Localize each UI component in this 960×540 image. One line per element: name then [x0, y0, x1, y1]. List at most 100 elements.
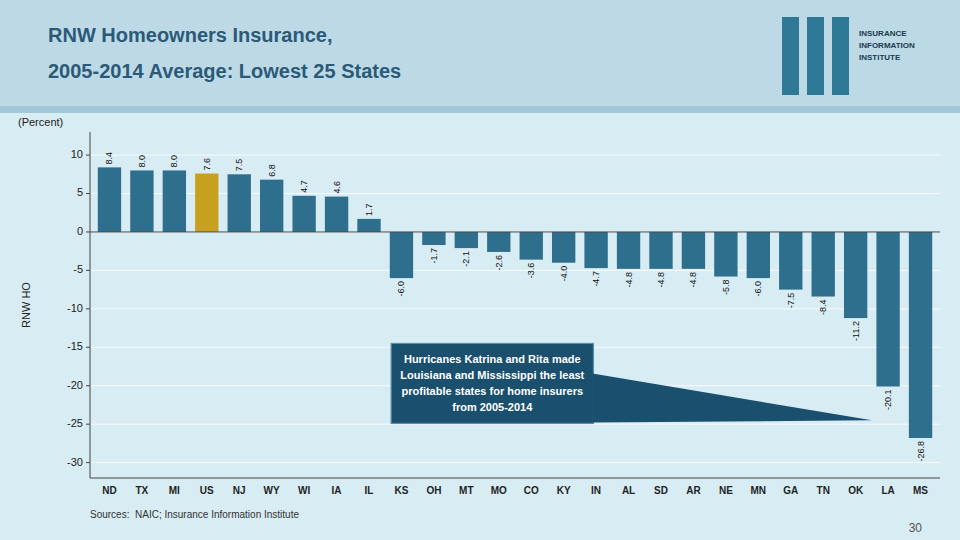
- y-tick-label: -25: [67, 417, 83, 429]
- y-tick-label: -5: [73, 263, 83, 275]
- bar: [422, 232, 445, 245]
- data-label: 1.7: [364, 203, 374, 216]
- grid-line: [90, 462, 940, 463]
- x-tick-label: OH: [426, 485, 441, 496]
- data-label: -6.0: [753, 281, 763, 297]
- x-tick-label: US: [200, 485, 214, 496]
- bar: [812, 232, 835, 297]
- data-label: -2.1: [461, 251, 471, 267]
- x-tick-label: MT: [459, 485, 473, 496]
- y-tick: [86, 424, 90, 425]
- logo-bar: [807, 17, 824, 95]
- data-label: 8.0: [137, 155, 147, 168]
- y-tick-label: -15: [67, 340, 83, 352]
- bar: [325, 197, 348, 232]
- x-tick-label: NJ: [233, 485, 246, 496]
- y-tick-label: -10: [67, 302, 83, 314]
- bar: [779, 232, 802, 290]
- x-tick-label: TN: [817, 485, 830, 496]
- x-tick-label: CO: [524, 485, 539, 496]
- unit-label: (Percent): [18, 116, 63, 128]
- x-tick-label: AR: [686, 485, 701, 496]
- y-tick-label: -30: [67, 456, 83, 468]
- data-label: -7.5: [786, 293, 796, 309]
- data-label: -8.4: [818, 300, 828, 316]
- data-label: 4.7: [299, 180, 309, 193]
- y-tick: [86, 385, 90, 386]
- data-label: 7.6: [202, 158, 212, 171]
- bars: [98, 167, 932, 438]
- y-tick-label: 0: [77, 225, 83, 237]
- x-tick-label: NE: [719, 485, 733, 496]
- logo-line: INSTITUTE: [859, 53, 901, 62]
- bar: [292, 196, 315, 232]
- bar: [552, 232, 575, 263]
- x-tick-label: ND: [102, 485, 116, 496]
- data-label: -26.8: [916, 441, 926, 462]
- x-tick-label: MS: [913, 485, 928, 496]
- callout-line: Louisiana and Mississippi the least: [400, 369, 584, 381]
- x-tick-label: KS: [394, 485, 408, 496]
- y-tick: [86, 462, 90, 463]
- y-tick: [86, 231, 90, 232]
- bar: [195, 174, 218, 232]
- y-tick: [86, 155, 90, 156]
- bar: [649, 232, 672, 269]
- bar: [617, 232, 640, 269]
- data-label: -4.8: [624, 272, 634, 288]
- data-label: 8.0: [169, 155, 179, 168]
- data-label: 7.5: [234, 159, 244, 172]
- bar: [714, 232, 737, 277]
- data-label: -3.6: [526, 263, 536, 279]
- logo-bar: [782, 17, 799, 95]
- grid: [90, 155, 940, 463]
- x-tick-label: TX: [136, 485, 149, 496]
- data-label: -1.7: [429, 248, 439, 264]
- bar: [260, 180, 283, 232]
- bar: [98, 167, 121, 232]
- background: [0, 0, 960, 540]
- y-tick-label: 10: [71, 148, 83, 160]
- header: [0, 0, 960, 106]
- logo-line: INSURANCE: [859, 29, 907, 38]
- grid-line: [90, 155, 940, 156]
- bar: [876, 232, 899, 387]
- data-label: -2.6: [494, 255, 504, 271]
- callout-line: from 2005-2014: [452, 401, 533, 413]
- x-tick-label: OK: [848, 485, 864, 496]
- subtitle: 2005-2014 Average: Lowest 25 States: [48, 60, 401, 82]
- bar: [228, 174, 251, 232]
- y-tick-label: 5: [77, 186, 83, 198]
- data-label: -11.2: [851, 321, 861, 341]
- callout-pointer: [592, 373, 871, 422]
- bar: [909, 232, 932, 438]
- callout-line: Hurricanes Katrina and Rita made: [404, 353, 581, 365]
- x-tick-label: MI: [169, 485, 180, 496]
- bar: [455, 232, 478, 248]
- bar: [487, 232, 510, 252]
- data-label: -6.0: [396, 281, 406, 297]
- callout-text: Hurricanes Katrina and Rita made Louisian…: [400, 353, 584, 413]
- bar: [130, 170, 153, 232]
- data-label: 4.6: [332, 181, 342, 194]
- x-tick-label: MN: [751, 485, 767, 496]
- callout-box: [391, 343, 593, 423]
- bar: [584, 232, 607, 268]
- x-tick-label: LA: [881, 485, 894, 496]
- x-tick-label: WY: [264, 485, 280, 496]
- x-axis: [90, 478, 940, 479]
- bar: [520, 232, 543, 260]
- x-tick-label: IL: [365, 485, 374, 496]
- callout: Hurricanes Katrina and Rita made Louisian…: [391, 343, 872, 423]
- bar: [163, 170, 186, 232]
- source: Sources: NAIC; Insurance Information Ins…: [90, 509, 299, 520]
- y-tick: [86, 193, 90, 194]
- data-label: -5.8: [721, 280, 731, 296]
- y-axis-label: RNW HO: [20, 282, 32, 328]
- data-label: -4.0: [559, 266, 569, 282]
- bar: [682, 232, 705, 269]
- x-tick-label: IN: [591, 485, 601, 496]
- x-tick-label: MO: [491, 485, 507, 496]
- y-tick: [86, 308, 90, 309]
- page-number: 30: [909, 521, 923, 535]
